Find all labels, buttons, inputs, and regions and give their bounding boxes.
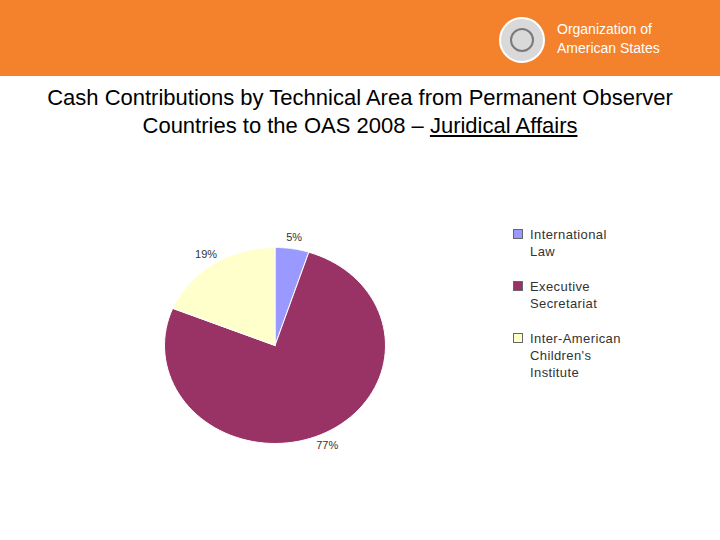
html-text:Cash Contributions by Technica: Cash Contributions by Technical Area fro… xyxy=(47,85,673,138)
svg-text:77%: 77% xyxy=(316,439,338,451)
html-text:International Law: International Law xyxy=(530,227,607,259)
svg-text:5%: 5% xyxy=(286,231,302,243)
html-text:Executive Secretariat: Executive Secretariat xyxy=(530,279,598,311)
html-text:Inter-American Children's Inst: Inter-American Children's Institute xyxy=(530,331,621,380)
svg-text:19%: 19% xyxy=(195,248,217,260)
html-text:Organization of American State: Organization of American States xyxy=(557,21,660,56)
